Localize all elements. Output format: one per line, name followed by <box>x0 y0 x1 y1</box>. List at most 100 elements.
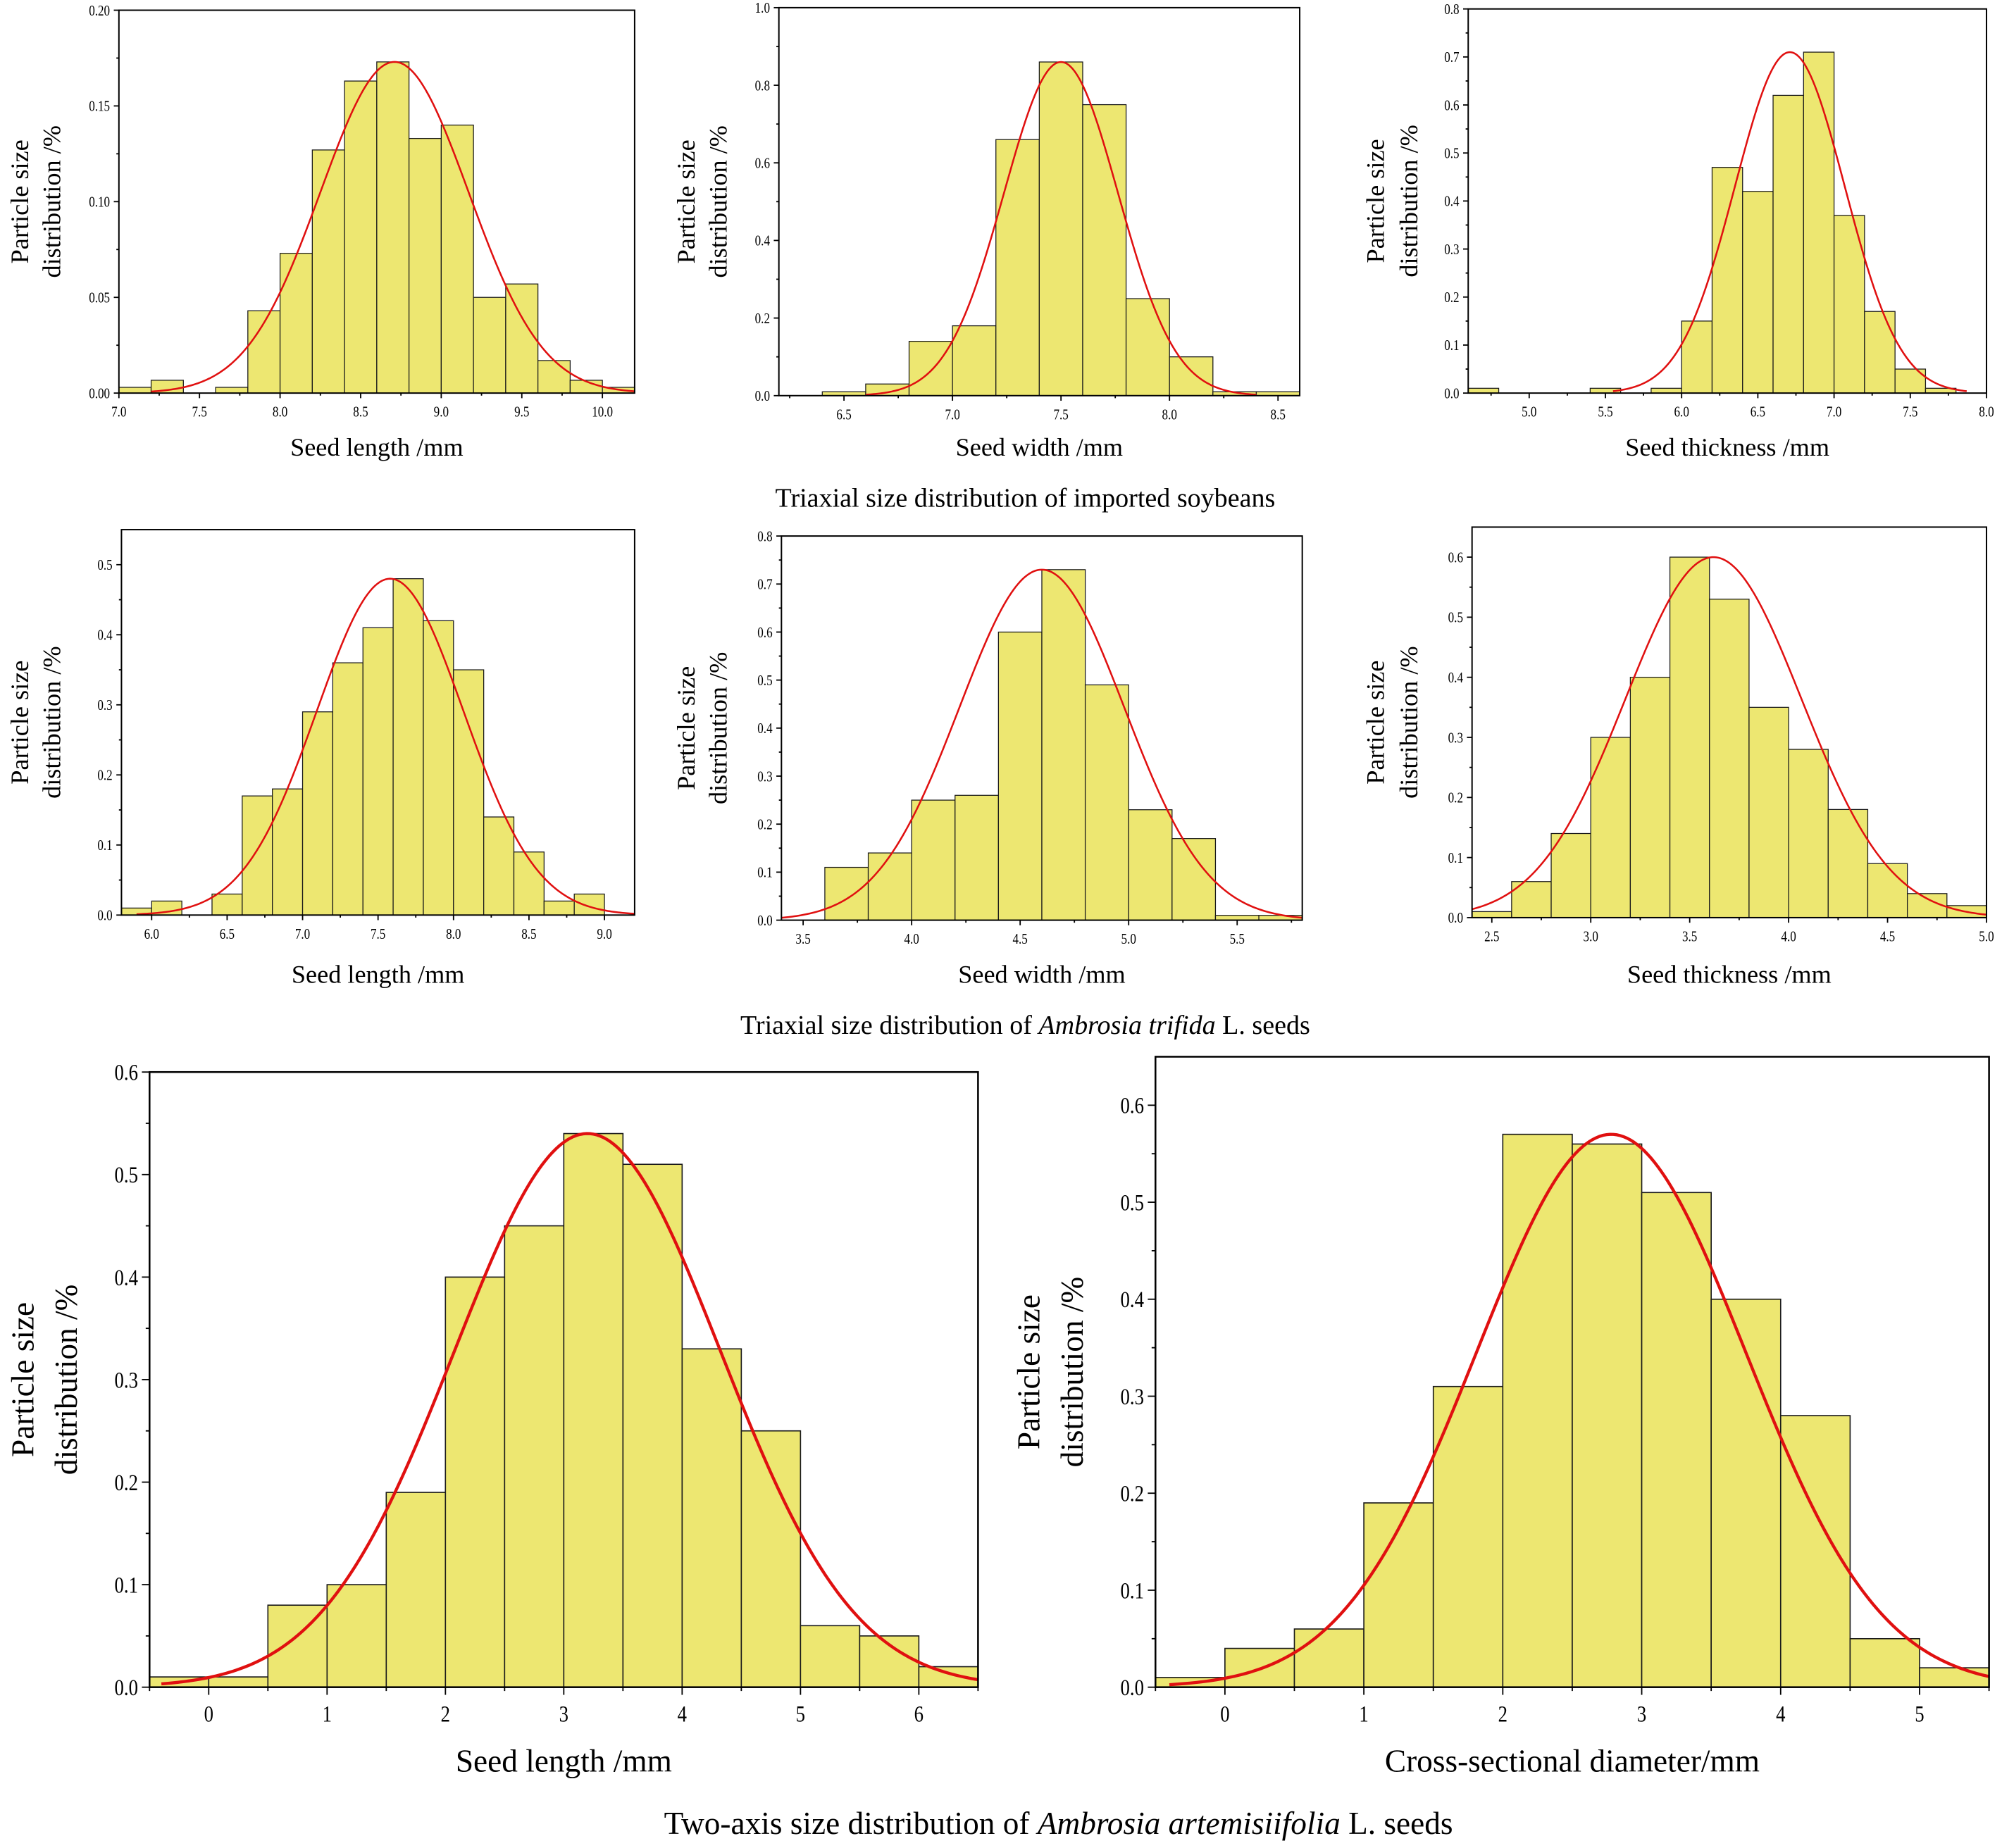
normal-fit-curve <box>151 61 635 393</box>
y-axis-label: distribution /% <box>37 646 66 798</box>
histogram-bar <box>1833 215 1865 394</box>
histogram-bar <box>1502 1133 1573 1688</box>
y-tick-label: 0.6 <box>1448 550 1463 566</box>
x-tick-label: 9.0 <box>597 926 611 942</box>
histogram-bar <box>1772 94 1804 394</box>
x-tick-label: 6.0 <box>1674 404 1689 420</box>
y-tick-label: 0.2 <box>97 768 112 784</box>
y-tick-label: 0.4 <box>1121 1287 1145 1313</box>
histogram-bar <box>1171 838 1217 921</box>
histogram-bar <box>408 137 442 394</box>
histogram-bar <box>215 387 249 394</box>
x-tick-label: 4.5 <box>1880 929 1895 945</box>
histogram-bar <box>504 1225 565 1688</box>
caption-part: L. seeds <box>1341 1806 1453 1841</box>
figure-caption-2: Triaxial size distribution of Ambrosia t… <box>740 1011 1310 1040</box>
figure-caption-3: Two-axis size distribution of Ambrosia a… <box>664 1806 1453 1841</box>
x-tick-label: 3 <box>559 1702 568 1727</box>
x-tick-label: 7.0 <box>1827 404 1841 420</box>
y-axis-label: distribution /% <box>1395 646 1423 798</box>
y-tick-label: 0.0 <box>1121 1675 1144 1701</box>
y-axis-label: distribution /% <box>704 652 732 804</box>
y-tick-label: 0.4 <box>757 721 773 737</box>
histogram-chart-6: 0.0 0.1 0.2 0.3 0.4 0.5 0.6 2.5 3.0 3.5 4.0 4.5 5.0 S… <box>1362 526 1994 988</box>
x-tick-label: 7.5 <box>192 404 207 420</box>
x-tick-label: 4.0 <box>904 932 919 948</box>
y-tick-label: 0.6 <box>1121 1093 1145 1118</box>
x-tick-label: 9.0 <box>434 404 449 420</box>
histogram-bar <box>1472 911 1512 918</box>
histogram-bar <box>1748 706 1789 918</box>
y-tick-label: 0.4 <box>115 1265 139 1290</box>
y-tick-label: 0.5 <box>115 1163 138 1188</box>
y-tick-label: 0.3 <box>97 698 112 714</box>
y-tick-label: 0.3 <box>757 769 772 785</box>
y-tick-label: 0.6 <box>757 625 772 641</box>
x-tick-label: 10.0 <box>592 404 613 420</box>
y-axis-label: Particle size <box>5 1302 40 1457</box>
x-axis-label: Seed length /mm <box>292 960 465 988</box>
histogram-bar <box>573 893 605 916</box>
histogram-bar <box>483 816 515 916</box>
x-tick-label: 0 <box>1220 1702 1229 1727</box>
histogram-bar <box>392 578 424 916</box>
y-tick-label: 0.2 <box>755 311 770 327</box>
histogram-chart-7: 0.0 0.1 0.2 0.3 0.4 0.5 0.6 0 1 2 3 4 5 6 Seed length … <box>5 1060 979 1778</box>
histogram-bar <box>824 866 869 921</box>
y-tick-label: 0.1 <box>97 838 112 854</box>
histogram-bar <box>543 900 575 916</box>
y-tick-label: 0.3 <box>1448 730 1463 747</box>
x-tick-label: 3 <box>1637 1702 1646 1727</box>
histogram-bar <box>1742 191 1774 394</box>
y-tick-label: 0.5 <box>1444 146 1459 162</box>
y-tick-label: 0.5 <box>757 673 772 689</box>
y-tick-label: 0.4 <box>755 233 771 249</box>
y-tick-label: 0.15 <box>89 99 110 115</box>
histogram-bar <box>1041 569 1086 921</box>
histogram-bar <box>423 620 454 916</box>
x-tick-label: 6 <box>914 1702 924 1727</box>
histogram-bar <box>537 360 571 394</box>
x-tick-label: 2 <box>441 1702 450 1727</box>
x-tick-label: 5 <box>1915 1702 1924 1727</box>
histogram-bar <box>1710 1298 1782 1688</box>
histogram-bar <box>513 851 545 916</box>
histogram-bar <box>1572 1143 1643 1688</box>
y-tick-label: 0.0 <box>757 913 772 929</box>
x-axis-label: Seed length /mm <box>456 1743 672 1778</box>
y-tick-label: 0.3 <box>1444 242 1459 258</box>
histogram-bar <box>563 1132 624 1688</box>
histogram-bar <box>1629 677 1671 918</box>
y-tick-label: 0.00 <box>89 386 110 402</box>
histogram-bar <box>332 662 363 916</box>
histogram-bar <box>1169 356 1214 397</box>
histogram-bar <box>1864 311 1896 394</box>
x-tick-label: 1 <box>1359 1702 1368 1727</box>
x-axis-label: Seed length /mm <box>290 433 464 461</box>
y-tick-label: 0.05 <box>89 290 110 306</box>
y-tick-label: 0.4 <box>1444 194 1460 210</box>
x-tick-label: 5.0 <box>1522 404 1536 420</box>
x-axis-label: Seed width /mm <box>958 960 1126 988</box>
y-axis-label: Particle size <box>1011 1294 1046 1449</box>
caption-part: L. seeds <box>1216 1011 1310 1040</box>
y-axis-label: Particle size <box>1362 661 1390 785</box>
histogram-bar <box>326 1584 387 1688</box>
histogram-bar <box>1803 51 1835 394</box>
normal-fit-curve <box>1472 556 1987 916</box>
x-tick-label: 7.0 <box>111 404 126 420</box>
histogram-bar <box>311 149 345 394</box>
x-tick-label: 8.5 <box>1271 407 1286 423</box>
histogram-bar <box>1711 167 1743 394</box>
normal-fit-curve <box>1169 1132 1990 1687</box>
histogram-bar <box>473 296 506 394</box>
histogram-bar <box>453 669 485 916</box>
figure-caption-1: Triaxial size distribution of imported s… <box>776 483 1276 513</box>
histogram-chart-3: 0.0 0.1 0.2 0.3 0.4 0.5 0.6 0.7 0.8 5.0 5.5 6.0 6.5 7… <box>1362 1 1994 461</box>
y-tick-label: 0.5 <box>1121 1190 1144 1216</box>
y-tick-label: 0.2 <box>757 817 772 833</box>
y-tick-label: 0.1 <box>1444 338 1459 354</box>
x-tick-label: 6.5 <box>836 407 851 423</box>
histogram-chart-5: 0.0 0.1 0.2 0.3 0.4 0.5 0.6 0.7 0.8 3.5 4.0 4.5 5.0 5… <box>672 529 1303 988</box>
x-tick-label: 3.5 <box>1682 929 1697 945</box>
